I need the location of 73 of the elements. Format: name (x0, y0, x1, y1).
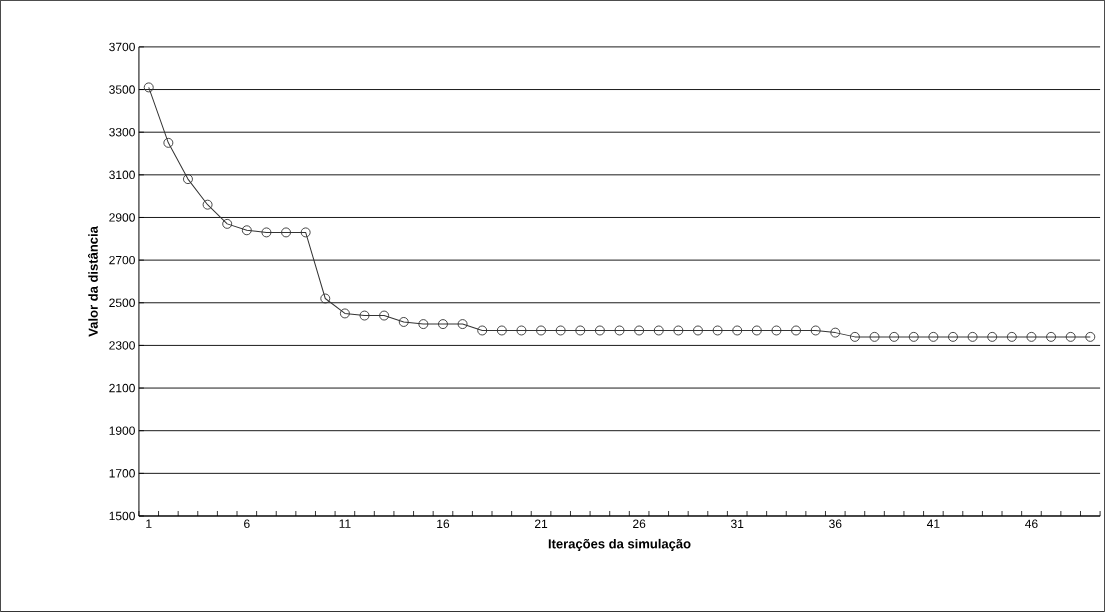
y-tick-label: 2700 (109, 255, 135, 265)
point (732, 325, 743, 336)
point (261, 227, 272, 238)
point (536, 325, 547, 336)
point (398, 317, 409, 327)
y-tick-label: 2500 (109, 298, 135, 308)
point (241, 225, 252, 236)
point (575, 325, 586, 336)
point (849, 331, 860, 342)
point (712, 325, 723, 336)
point (320, 293, 331, 304)
point (634, 325, 645, 336)
point (379, 310, 390, 321)
point (339, 308, 350, 319)
x-tick-label: 46 (1025, 519, 1038, 529)
point (810, 325, 821, 336)
point (163, 137, 174, 148)
x-tick-label: 26 (633, 519, 646, 529)
point (751, 325, 762, 336)
point (830, 327, 841, 338)
point (202, 199, 213, 210)
point (438, 319, 448, 330)
x-axis-title: Iterações da simulação (548, 538, 691, 552)
x-tick-label: 6 (244, 519, 250, 529)
point (908, 331, 919, 342)
x-tick-label: 36 (829, 519, 842, 529)
point (477, 325, 488, 336)
y-tick-label: 3700 (109, 42, 135, 52)
y-tick-label: 1500 (109, 511, 135, 521)
point (967, 331, 978, 342)
y-tick-label: 3100 (109, 170, 135, 180)
point (1026, 331, 1037, 342)
point (791, 325, 802, 336)
point (555, 325, 566, 336)
point (516, 325, 527, 336)
point (673, 325, 684, 336)
point (987, 331, 998, 342)
point (869, 331, 880, 342)
y-axis-title: Valor da distância (87, 226, 98, 337)
point (457, 319, 468, 330)
x-tick-label: 16 (437, 519, 450, 529)
point (143, 82, 154, 93)
point (771, 325, 782, 336)
y-tick-label: 2900 (109, 213, 135, 222)
point (928, 331, 939, 342)
y-tick-label: 3300 (109, 127, 135, 137)
y-tick-label: 2300 (109, 341, 135, 350)
x-tick-label: 31 (730, 519, 744, 529)
y-tick-label: 2100 (109, 383, 135, 393)
point (1065, 331, 1076, 342)
point (359, 310, 370, 321)
point (948, 331, 958, 342)
x-tick-label: 11 (339, 519, 351, 528)
point (418, 319, 429, 330)
point (222, 218, 233, 229)
point (1006, 331, 1017, 342)
y-tick-label: 3500 (109, 85, 135, 94)
point (1046, 331, 1057, 342)
point (1085, 331, 1096, 342)
point (496, 325, 507, 336)
point (653, 325, 664, 336)
point (281, 227, 291, 238)
y-tick-label: 1900 (109, 426, 135, 435)
x-tick-label: 1 (146, 519, 152, 528)
x-tick-label: 41 (926, 519, 940, 528)
point (594, 325, 605, 336)
point (300, 227, 311, 238)
point (183, 174, 193, 185)
point (889, 331, 900, 342)
x-tick-label: 21 (534, 519, 548, 528)
point (693, 325, 703, 336)
y-tick-label: 1700 (109, 469, 135, 478)
point (614, 325, 625, 336)
